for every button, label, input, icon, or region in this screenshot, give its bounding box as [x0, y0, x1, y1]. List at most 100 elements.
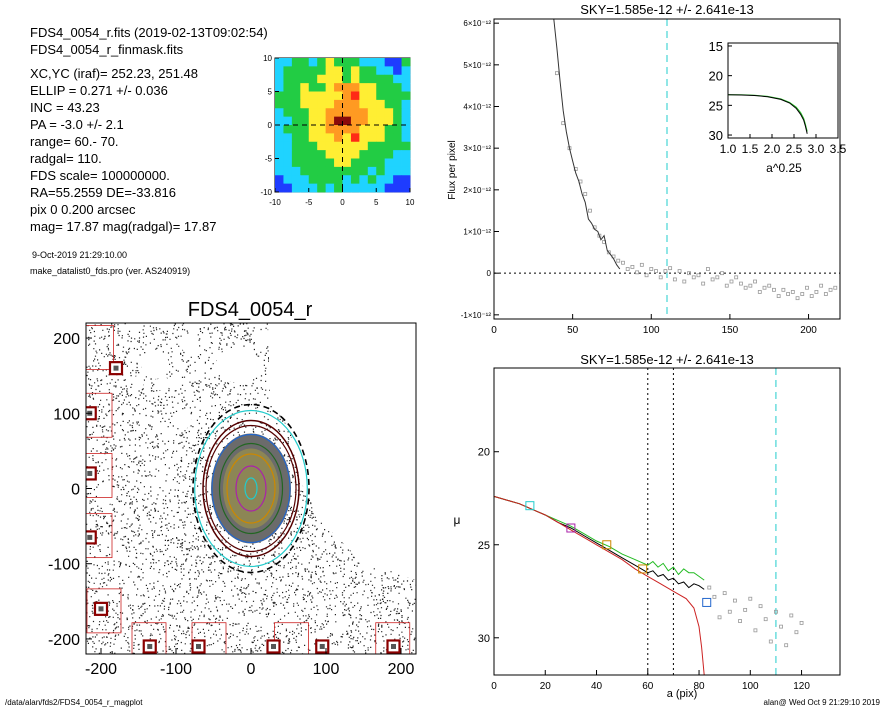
- galaxy-core: [223, 448, 279, 529]
- heatmap-cell: [283, 175, 293, 185]
- heatmap-cell: [350, 108, 360, 118]
- heatmap-cell: [384, 58, 394, 67]
- heatmap-cell: [342, 141, 352, 151]
- mask-box: [86, 325, 114, 370]
- heatmap-cell: [342, 83, 352, 92]
- masked-holes: [99, 323, 416, 580]
- flux-point: [734, 275, 739, 280]
- heatmap-cell: [308, 166, 318, 176]
- flux-point: [753, 279, 757, 284]
- heatmap-cell: [393, 99, 402, 109]
- heatmap-cell: [384, 125, 394, 134]
- heatmap-cell: [300, 99, 310, 109]
- flux-point: [696, 273, 701, 278]
- heatmap-cell: [308, 125, 318, 134]
- heatmap-cell: [317, 74, 327, 84]
- heatmap-cell: [283, 133, 293, 143]
- flux-point: [710, 277, 715, 282]
- heatmap-cell: [342, 166, 352, 176]
- mu-point: [794, 630, 799, 635]
- header-line: FDS scale= 100000000.: [30, 168, 170, 183]
- heatmap-cell: [401, 141, 411, 151]
- image-x-tick-label: -200: [85, 661, 117, 678]
- heatmap-cell: [384, 166, 394, 176]
- image-title: FDS4_0054_r: [188, 299, 313, 321]
- heatmap-cell: [401, 91, 411, 101]
- image-x-tick-label: -100: [160, 661, 192, 678]
- flux-point: [691, 275, 696, 280]
- heatmap-cell: [334, 166, 343, 176]
- heatmap-cell: [376, 166, 386, 176]
- heatmap-cell: [350, 125, 360, 134]
- flux-y-tick-label: 1×10⁻¹²: [463, 228, 491, 237]
- heatmap-cell: [384, 108, 394, 118]
- mask-hole: [132, 376, 144, 388]
- flux-point: [588, 208, 592, 213]
- heatmap-cell: [393, 166, 402, 176]
- flux-ylabel: Flux per pixel: [447, 140, 458, 199]
- heatmap-cell: [342, 125, 352, 134]
- heatmap-cell: [376, 116, 386, 126]
- flux-y-tick-label: -1×10⁻¹²: [461, 311, 492, 320]
- mu-frame: [493, 367, 841, 676]
- flux-point: [790, 290, 795, 294]
- flux-x-tick-label: 0: [491, 325, 497, 336]
- heatmap-cell: [291, 125, 301, 134]
- star-core: [87, 470, 93, 476]
- heatmap-cell: [393, 116, 402, 126]
- heatmap-cell: [393, 133, 402, 143]
- heatmap-cell: [334, 183, 343, 193]
- heatmap-cell: [350, 158, 360, 168]
- flux-point: [625, 267, 630, 271]
- mask-hole: [268, 323, 416, 580]
- heatmap-cell: [325, 74, 335, 84]
- heatmap-cell: [325, 116, 335, 126]
- heatmap-cell: [401, 175, 411, 185]
- inset-panel: 1.0 1.5 2.0 2.5 3.0 3.5 15 20 25 30 a^0.25: [709, 39, 847, 175]
- flux-point: [833, 285, 838, 290]
- heatmap-cell: [325, 175, 335, 185]
- mu-point: [743, 607, 748, 612]
- heatmap-cell: [384, 99, 394, 109]
- heatmap-cell: [334, 99, 343, 109]
- inset-x-tick-label: 3.5: [830, 142, 847, 156]
- mu-point: [779, 624, 783, 629]
- heatmap-cell: [291, 83, 301, 92]
- heatmap-cell: [401, 83, 411, 92]
- thumbnail-x-tick-label: 5: [374, 198, 379, 207]
- isophote-ellipse: [218, 442, 284, 535]
- heatmap-cell: [317, 83, 327, 92]
- mu-point: [707, 585, 712, 590]
- heatmap-cell: [376, 91, 386, 101]
- heatmap-cell: [334, 83, 343, 92]
- isophote-ellipse: [235, 465, 267, 512]
- mu-point: [738, 619, 742, 623]
- heatmap-cell: [325, 83, 335, 92]
- mu-point: [727, 609, 732, 614]
- flux-point: [814, 290, 819, 294]
- heatmap-cell: [384, 133, 394, 143]
- mu-marker: [525, 501, 535, 511]
- heatmap-cell: [350, 133, 360, 143]
- heatmap-cell: [376, 133, 386, 143]
- heatmap-cell: [401, 116, 411, 126]
- flux-point: [630, 265, 635, 269]
- heatmap-cell: [376, 125, 386, 134]
- thumbnail-x-tick-label: 0: [340, 198, 345, 207]
- inset-x-tick-label: 2.0: [764, 142, 781, 156]
- header-line: XC,YC (iraf)= 252.23, 251.48: [30, 66, 198, 81]
- flux-point: [757, 290, 762, 294]
- heatmap-cell: [359, 108, 369, 118]
- heatmap-cell: [317, 150, 327, 159]
- image-x-ticks: -200 -100 0 100 200: [85, 648, 414, 678]
- heatmap-cell: [300, 91, 310, 101]
- heatmap-cell: [359, 91, 369, 101]
- flux-x-tick-label: 100: [643, 325, 660, 336]
- heatmap-cell: [401, 150, 411, 159]
- star-core: [98, 606, 104, 612]
- thumbnail-panel: -10 -5 0 5 10 10 5 0 -5 -10: [260, 54, 415, 207]
- heatmap-cell: [317, 175, 327, 185]
- heatmap-cell: [291, 99, 301, 109]
- heatmap-cell: [376, 108, 386, 118]
- heatmap-cell: [325, 141, 335, 151]
